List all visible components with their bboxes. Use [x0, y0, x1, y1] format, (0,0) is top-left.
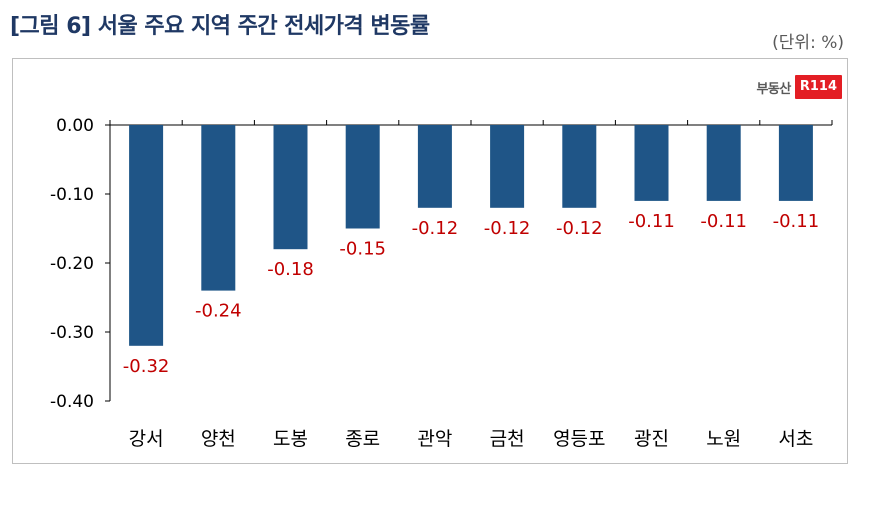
value-label-7: -0.12: [556, 218, 603, 239]
category-label-4: 종로: [345, 428, 380, 450]
chart-title: [그림 6] 서울 주요 지역 주간 전세가격 변동률: [10, 14, 430, 39]
category-label-6: 금천: [490, 428, 525, 450]
logo-text: 부동산: [756, 81, 791, 97]
value-label-9: -0.11: [700, 211, 747, 232]
category-label-7: 영등포: [553, 428, 605, 450]
value-label-2: -0.24: [195, 301, 242, 322]
logo-badge: R114: [794, 75, 842, 99]
bar-4: [345, 125, 380, 229]
bar-3: [273, 125, 308, 250]
value-label-8: -0.11: [628, 211, 675, 232]
unit-label: (단위: %): [772, 33, 844, 53]
y-tick-label: -0.30: [50, 323, 94, 343]
y-tick-label: -0.10: [50, 185, 94, 205]
value-label-4: -0.15: [339, 239, 386, 260]
y-tick-label: 0.00: [56, 116, 94, 136]
value-label-10: -0.11: [773, 211, 820, 232]
category-label-9: 노원: [706, 428, 741, 450]
category-label-1: 강서: [129, 428, 164, 450]
value-label-5: -0.12: [412, 218, 459, 239]
bar-8: [634, 125, 669, 201]
value-label-6: -0.12: [484, 218, 531, 239]
value-label-1: -0.32: [123, 356, 170, 377]
bar-7: [562, 125, 597, 208]
bar-10: [778, 125, 813, 201]
r114-logo: 부동산 R114: [756, 75, 842, 99]
category-label-5: 관악: [417, 428, 452, 450]
value-label-3: -0.18: [267, 259, 314, 280]
category-label-8: 광진: [634, 428, 669, 450]
chart-frame: [12, 58, 848, 464]
bar-5: [417, 125, 452, 208]
y-tick-label: -0.40: [50, 392, 94, 412]
bar-6: [490, 125, 525, 208]
category-label-3: 도봉: [273, 428, 308, 450]
bar-1: [129, 125, 164, 346]
y-tick-label: -0.20: [50, 254, 94, 274]
category-label-10: 서초: [778, 428, 813, 450]
bar-9: [706, 125, 741, 201]
category-label-2: 양천: [201, 428, 236, 450]
bar-2: [201, 125, 236, 291]
